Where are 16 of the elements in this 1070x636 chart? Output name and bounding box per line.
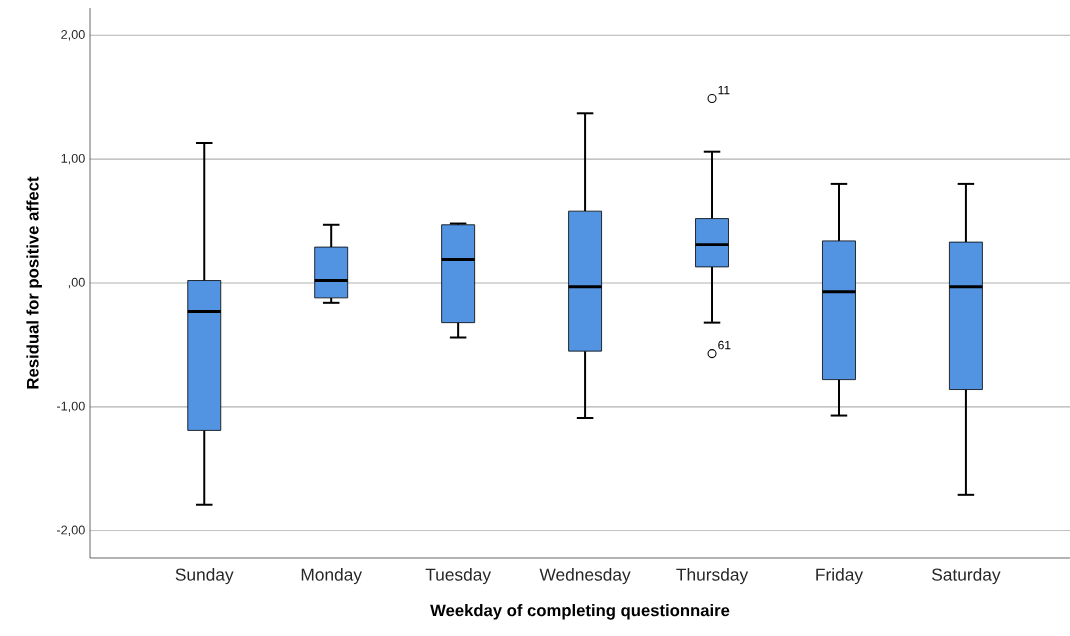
x-tick-label: Tuesday [425,568,492,585]
x-tick-label: Sunday [175,568,234,585]
annotation: 11 [718,85,730,95]
x-tick-label: Monday [301,568,362,585]
x-tick-label: Friday [816,568,864,585]
y-tick-label: 1,00 [61,153,85,165]
x-tick-label: Wednesday [539,568,631,585]
y-axis-title: Residual for positive affect [26,176,42,389]
x-tick-label: Thursday [676,568,749,585]
x-tick-label: Saturday [932,568,1001,585]
y-tick-label: -1,00 [56,401,85,413]
annotation: 61 [718,340,731,350]
y-tick-label: 2,00 [61,30,85,41]
y-tick-label: ,00 [68,277,85,289]
x-axis-title: Weekday of completing questionnaire [430,604,730,620]
y-tick-label: -2,00 [56,525,85,536]
